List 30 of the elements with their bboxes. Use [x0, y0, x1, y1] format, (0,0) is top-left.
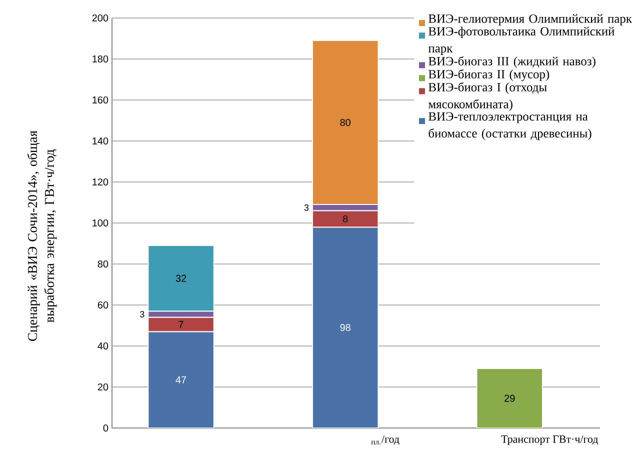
data-label: 7: [178, 321, 184, 328]
y-tick-label: 0: [103, 424, 108, 432]
data-label: 47: [176, 376, 186, 384]
y-tick-label: 140: [92, 137, 108, 145]
y-axis-title: Сценарий «ВИЭ Сочи-2014», общая выработка энергии, ГВт·ч/год: [27, 130, 57, 341]
legend-label: ВИЭ-теплоэлектростанция на биомассе (остатки древесины): [428, 112, 592, 140]
data-label: 8: [342, 215, 348, 222]
y-tick-label: 180: [92, 55, 108, 63]
data-label: 3: [140, 311, 144, 318]
legend-label: ВИЭ-биогаз I (отходы мясокомбината): [428, 82, 547, 111]
data-label: 3: [304, 204, 309, 211]
bar: [476, 368, 543, 428]
y-tick-label: 120: [92, 178, 108, 186]
y-tick-label: 100: [92, 219, 108, 227]
y-tick-label: 40: [98, 342, 108, 350]
y-tick-label: 20: [98, 383, 108, 391]
y-tick-label: 80: [98, 260, 108, 268]
data-label: 98: [340, 324, 350, 332]
legend-label: ВИЭ-гелиотермия Олимпийский парк: [428, 14, 632, 26]
legend-label: ВИЭ-биогаз II (мусор): [428, 69, 550, 81]
data-label: 29: [504, 394, 515, 402]
legend-label: ВИЭ-фотовольтаика Олимпийский парк: [428, 26, 614, 55]
x-tick-label: Транспорт ГВт·ч/год: [501, 436, 598, 446]
x-tick-label: $_{пл.}$/год: [371, 436, 400, 445]
legend-label: ВИЭ-биогаз III (жидкий навоз): [428, 56, 596, 68]
y-tick-label: 200: [92, 14, 108, 22]
data-label: 80: [340, 119, 350, 126]
data-label: 32: [176, 274, 186, 282]
y-tick-label: 60: [98, 301, 108, 309]
y-tick-label: 160: [92, 96, 108, 104]
